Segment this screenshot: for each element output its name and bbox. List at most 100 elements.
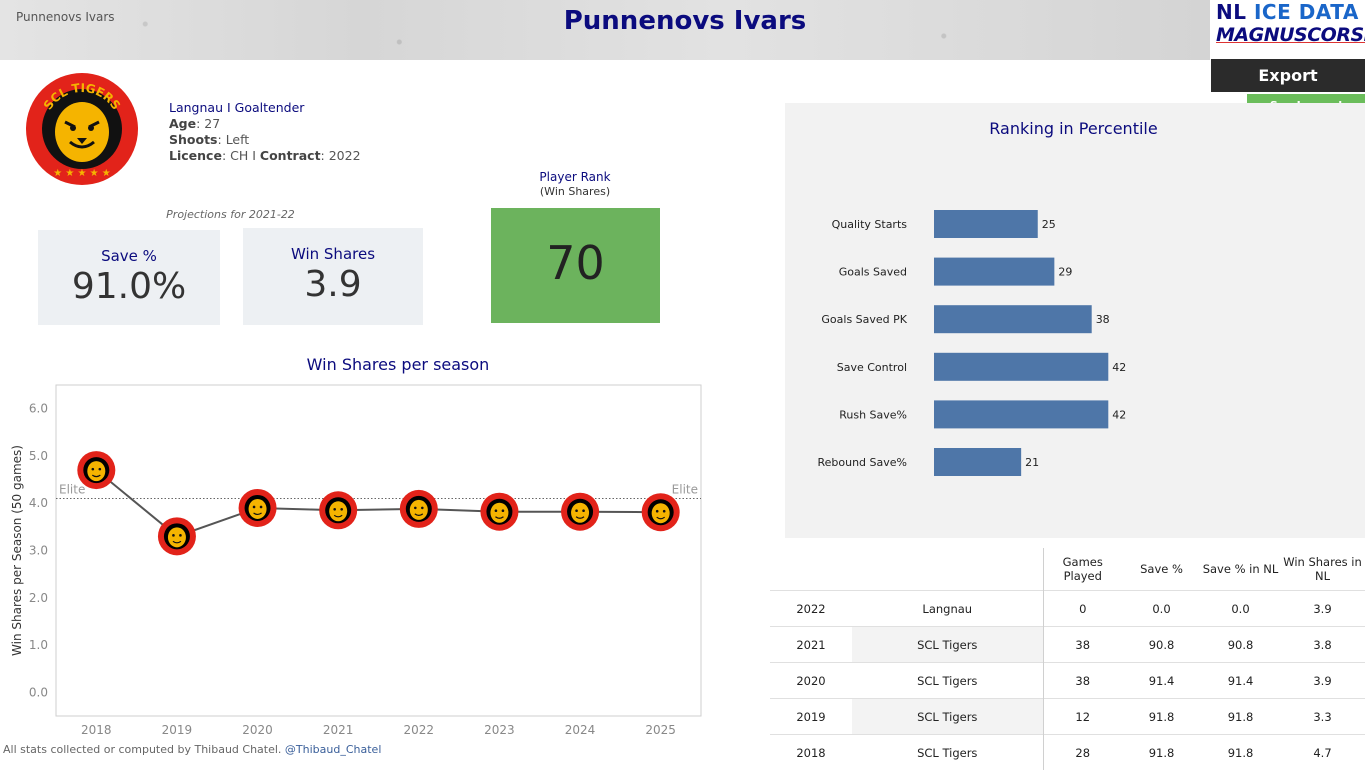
cell-save-pct-nl: 91.4 — [1201, 663, 1280, 699]
bar-category-label: Rebound Save% — [817, 456, 907, 469]
data-point-marker — [400, 490, 438, 528]
col-header-team — [852, 548, 1043, 591]
win-shares-chart-title: Win Shares per season — [0, 355, 796, 374]
cell-games: 38 — [1043, 627, 1122, 663]
col-header-season — [770, 548, 852, 591]
elite-label-left: Elite — [59, 482, 85, 496]
y-tick-label: 3.0 — [29, 544, 48, 558]
table-header-row: Games Played Save % Save % in NL Win Sha… — [770, 548, 1365, 591]
col-header-games: Games Played — [1043, 548, 1122, 591]
data-point-marker — [319, 491, 357, 529]
x-tick-label: 2022 — [404, 723, 435, 737]
y-tick-label: 5.0 — [29, 449, 48, 463]
cell-season: 2022 — [770, 591, 852, 627]
cell-save-pct: 91.8 — [1122, 699, 1201, 735]
elite-label-right: Elite — [672, 482, 698, 496]
percentile-bar — [934, 400, 1108, 428]
save-pct-value: 91.0% — [38, 266, 220, 307]
cell-save-pct: 0.0 — [1122, 591, 1201, 627]
percentile-chart-title: Ranking in Percentile — [785, 119, 1362, 138]
col-header-save-pct-nl: Save % in NL — [1201, 548, 1280, 591]
licence-line: Licence: CH I Contract: 2022 — [169, 148, 361, 164]
x-tick-label: 2020 — [242, 723, 273, 737]
cell-team: Langnau — [852, 591, 1043, 627]
bar-value-label: 38 — [1096, 313, 1110, 326]
cell-win-shares-nl: 3.8 — [1280, 627, 1365, 663]
cell-win-shares-nl: 3.9 — [1280, 591, 1365, 627]
y-tick-label: 4.0 — [29, 496, 48, 510]
projections-label: Projections for 2021-22 — [38, 208, 423, 221]
cell-season: 2021 — [770, 627, 852, 663]
team-logo: SCL TIGERS ★ ★ ★ ★ ★ — [25, 72, 139, 186]
data-point-marker — [158, 517, 196, 555]
data-point-marker — [561, 493, 599, 531]
svg-text:★ ★ ★ ★ ★: ★ ★ ★ ★ ★ — [53, 168, 111, 179]
age-value: 27 — [204, 116, 220, 131]
bar-category-label: Goals Saved — [839, 266, 907, 279]
cell-season: 2018 — [770, 735, 852, 770]
cell-team: SCL Tigers — [852, 663, 1043, 699]
cell-win-shares-nl: 4.7 — [1280, 735, 1365, 770]
y-tick-label: 2.0 — [29, 591, 48, 605]
col-header-save-pct: Save % — [1122, 548, 1201, 591]
y-axis-label: Win Shares per Season (50 games) — [10, 445, 24, 656]
contract-value: 2022 — [329, 148, 361, 163]
data-point-marker — [239, 489, 277, 527]
cell-games: 28 — [1043, 735, 1122, 770]
x-tick-label: 2019 — [162, 723, 193, 737]
cell-save-pct-nl: 90.8 — [1201, 627, 1280, 663]
cell-season: 2019 — [770, 699, 852, 735]
x-tick-label: 2025 — [645, 723, 676, 737]
cell-save-pct: 91.8 — [1122, 735, 1201, 770]
player-profile: Langnau I Goaltender Age: 27 Shoots: Lef… — [169, 100, 361, 164]
cell-season: 2020 — [770, 663, 852, 699]
percentile-bar — [934, 210, 1038, 238]
cell-team: SCL Tigers — [852, 735, 1043, 770]
x-tick-label: 2021 — [323, 723, 354, 737]
age-line: Age: 27 — [169, 116, 361, 132]
percentile-bar — [934, 258, 1054, 286]
brand-logo-nl: NL — [1216, 0, 1254, 24]
cell-save-pct-nl: 91.8 — [1201, 735, 1280, 770]
save-pct-card: Save % 91.0% — [38, 230, 220, 325]
cell-save-pct-nl: 0.0 — [1201, 591, 1280, 627]
author-handle-link[interactable]: @Thibaud_Chatel — [285, 743, 381, 756]
cell-games: 38 — [1043, 663, 1122, 699]
team-position-line: Langnau I Goaltender — [169, 100, 361, 116]
data-point-marker — [642, 493, 680, 531]
licence-value: CH — [230, 148, 248, 163]
cell-games: 0 — [1043, 591, 1122, 627]
plot-area — [56, 385, 701, 716]
win-shares-value: 3.9 — [243, 264, 423, 305]
bar-value-label: 25 — [1042, 218, 1056, 231]
cell-team: SCL Tigers — [852, 627, 1043, 663]
bar-value-label: 29 — [1058, 266, 1072, 279]
x-tick-label: 2018 — [81, 723, 112, 737]
percentile-bar — [934, 448, 1021, 476]
bar-value-label: 42 — [1112, 408, 1126, 421]
col-header-win-shares-nl: Win Shares in NL — [1280, 548, 1365, 591]
player-rank-title: Player Rank — [490, 170, 660, 184]
player-rank-subtitle: (Win Shares) — [490, 185, 660, 198]
percentile-bar — [934, 305, 1092, 333]
footer-credit: All stats collected or computed by Thiba… — [3, 743, 381, 756]
season-stats-table: Games Played Save % Save % in NL Win Sha… — [770, 548, 1365, 770]
team-name: Langnau — [169, 100, 223, 115]
cell-save-pct: 90.8 — [1122, 627, 1201, 663]
cell-win-shares-nl: 3.9 — [1280, 663, 1365, 699]
bar-value-label: 21 — [1025, 456, 1039, 469]
x-tick-label: 2024 — [565, 723, 596, 737]
position: Goaltender — [235, 100, 305, 115]
export-button[interactable]: Export — [1211, 59, 1365, 92]
cell-team: SCL Tigers — [852, 699, 1043, 735]
shoots-value: Left — [226, 132, 250, 147]
data-point-marker — [480, 493, 518, 531]
y-tick-label: 6.0 — [29, 402, 48, 416]
save-pct-label: Save % — [38, 247, 220, 265]
